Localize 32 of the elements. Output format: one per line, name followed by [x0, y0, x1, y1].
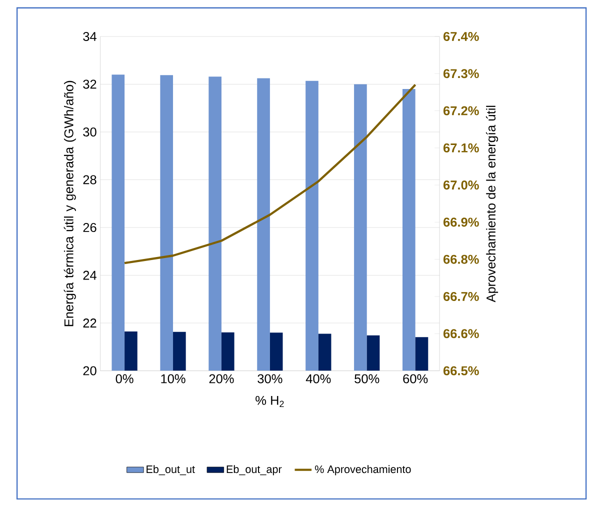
y-tick-label: 34: [83, 32, 96, 42]
y2-tick-label: 66.9%: [443, 218, 479, 227]
x-tick-label: 0%: [116, 374, 134, 384]
y-tick-label: 32: [83, 80, 96, 89]
y-tick-label: 30: [83, 128, 96, 137]
y-axis-title: Energía térmica útil y generada (GWh/año): [64, 81, 76, 326]
y-tick-label: 22: [83, 318, 96, 328]
y2-axis-title: Aprovechamiento de la energía útil: [486, 106, 498, 302]
y-tick-label: 28: [83, 175, 96, 184]
y2-tick-label: 66.6%: [443, 329, 479, 338]
x-tick-label: 30%: [258, 374, 282, 384]
y2-tick-label: 67.0%: [443, 180, 479, 190]
line-series: [123, 84, 416, 264]
x-tick-label: 50%: [354, 374, 380, 384]
x-tick-label: 40%: [306, 374, 331, 384]
y2-tick-label: 67.2%: [443, 106, 479, 116]
y2-tick-label: 67.3%: [443, 69, 479, 78]
x-tick-label: 60%: [403, 374, 428, 384]
y-tick-label: 24: [83, 270, 96, 280]
x-axis-title: % H$_{2}$: [256, 396, 284, 408]
y2-tick-label: 67.1%: [443, 143, 479, 153]
legend-label: Eb_out_ut: [146, 465, 195, 476]
y-tick-label: 26: [83, 223, 96, 232]
y-tick-label: 20: [83, 366, 96, 376]
y2-tick-label: 66.5%: [443, 366, 479, 376]
y2-tick-label: 66.8%: [443, 254, 479, 264]
y2-tick-label: 67.4%: [443, 32, 479, 42]
legend-label: % Aprovechamiento: [314, 465, 411, 476]
y2-tick-label: 66.7%: [443, 292, 479, 302]
x-tick-label: 10%: [161, 374, 186, 384]
legend-label: Eb_out_apr: [226, 465, 282, 476]
x-tick-label: 20%: [209, 374, 234, 384]
